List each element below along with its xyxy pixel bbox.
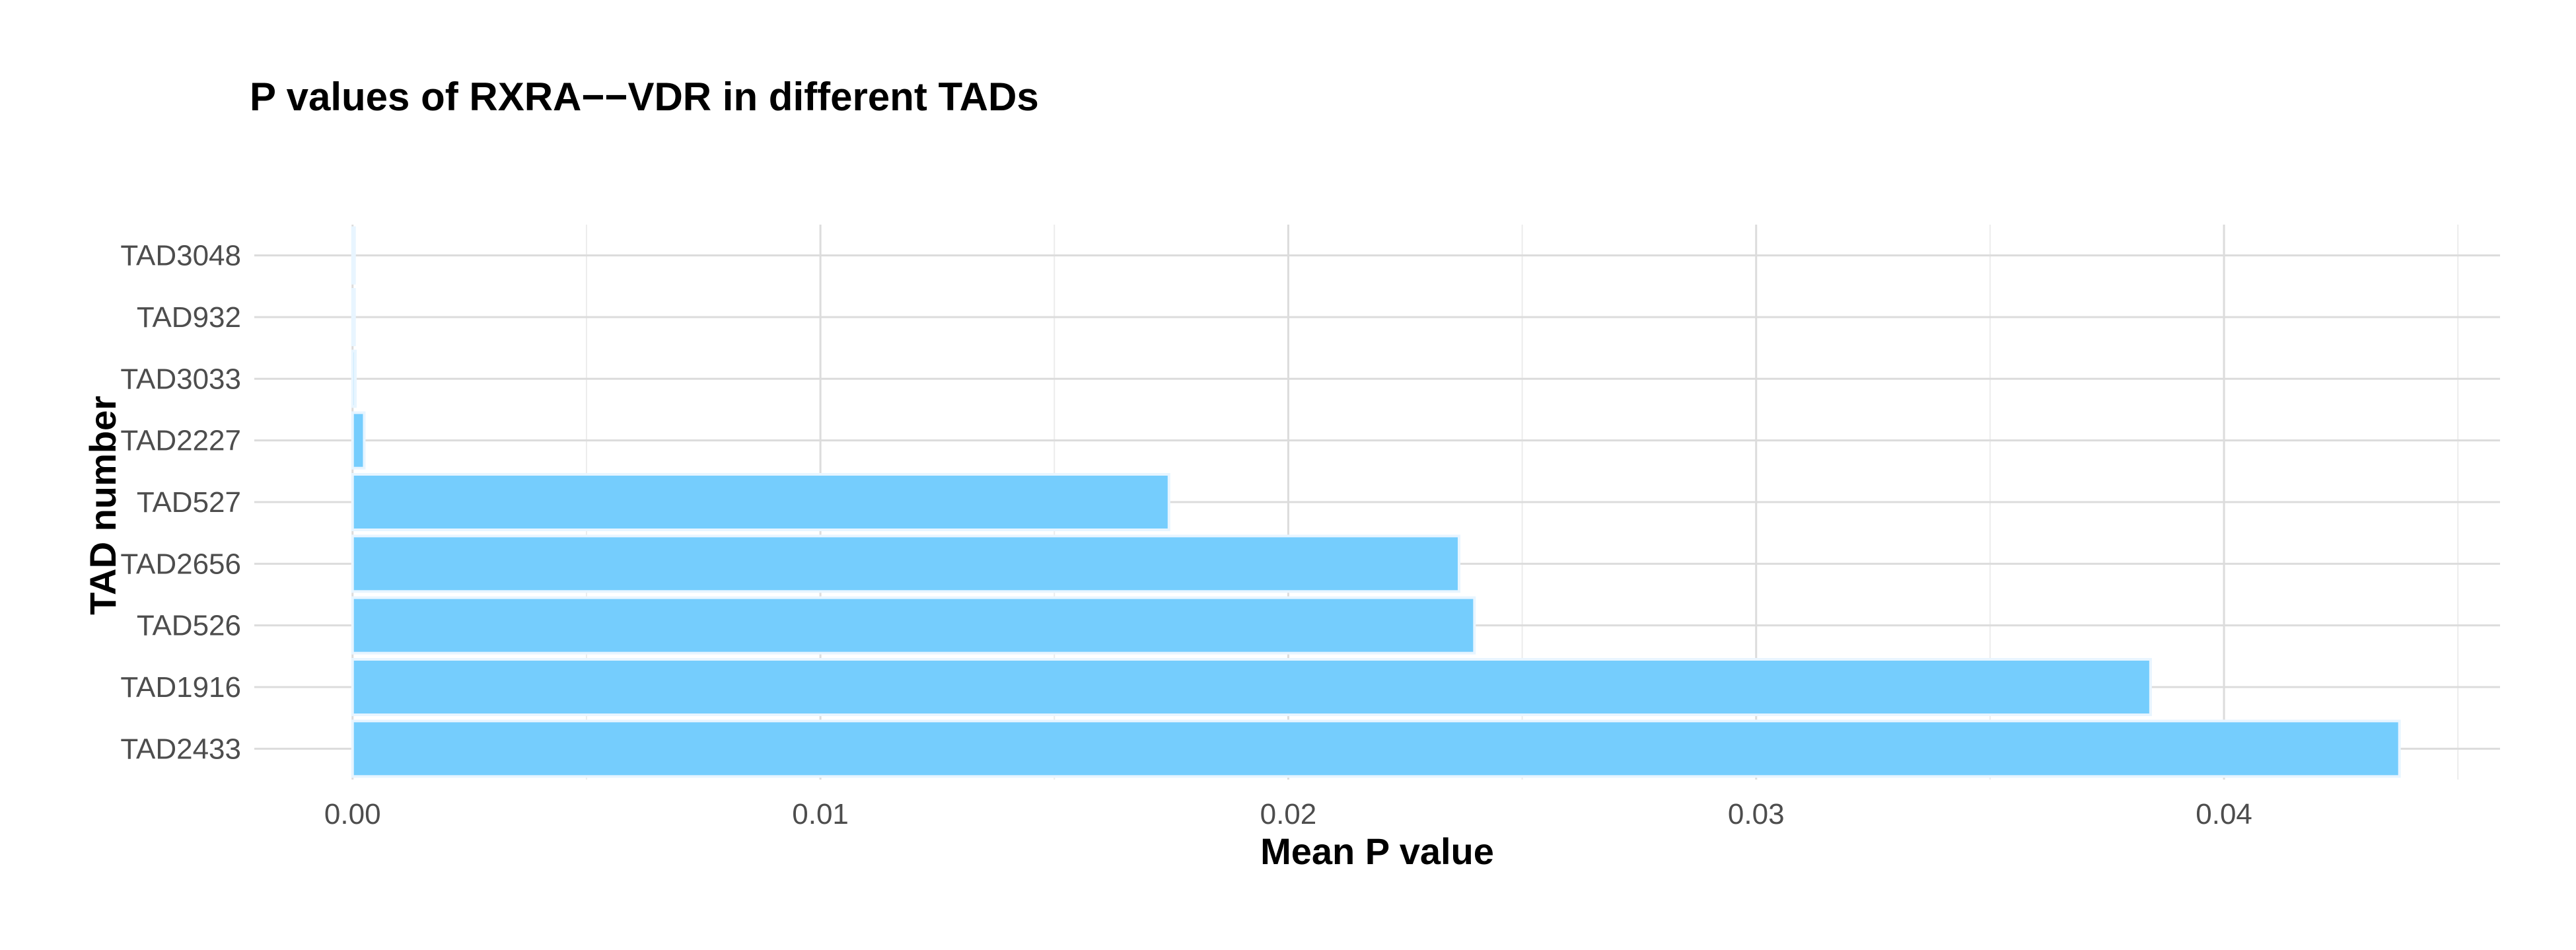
bar-tad932 — [351, 288, 356, 346]
bar-tad2656 — [351, 534, 1460, 593]
bar-tad1916 — [351, 658, 2152, 716]
y-tick-label: TAD526 — [137, 610, 241, 642]
y-tick-label: TAD1916 — [120, 671, 241, 704]
x-axis-title: Mean P value — [1260, 830, 1494, 872]
y-tick-label: TAD2656 — [120, 548, 241, 580]
bar-tad2433 — [351, 719, 2401, 778]
bar-tad3033 — [351, 349, 357, 408]
x-tick-label: 0.03 — [1728, 798, 1785, 830]
y-tick-label: TAD527 — [137, 486, 241, 519]
x-tick-label: 0.00 — [324, 798, 381, 830]
x-tick-labels: 0.00 0.01 0.02 0.03 0.04 — [324, 798, 2252, 830]
y-tick-labels: TAD3048 TAD932 TAD3033 TAD2227 TAD527 TAD2656… — [120, 240, 241, 766]
chart-title: P values of RXRA−−VDR in different TADs — [250, 75, 1039, 119]
y-tick-label: TAD932 — [137, 301, 241, 334]
x-tick-label: 0.04 — [2196, 798, 2252, 830]
bar-tad2227 — [351, 411, 366, 470]
y-axis-title: TAD number — [82, 396, 124, 615]
y-tick-label: TAD2433 — [120, 733, 241, 765]
bar-tad527 — [351, 473, 1170, 531]
bars — [351, 226, 2401, 778]
x-tick-label: 0.02 — [1260, 798, 1317, 830]
y-tick-label: TAD2227 — [120, 425, 241, 457]
bar-tad526 — [351, 596, 1476, 655]
bar-tad3048 — [351, 226, 356, 285]
y-tick-label: TAD3033 — [120, 363, 241, 395]
x-tick-label: 0.01 — [792, 798, 849, 830]
y-tick-label: TAD3048 — [120, 240, 241, 272]
